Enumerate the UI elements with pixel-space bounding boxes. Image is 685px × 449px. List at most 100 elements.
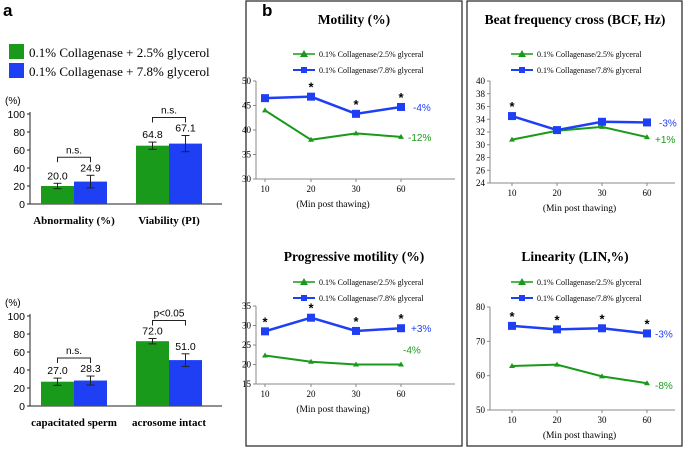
a_top-sig-bracket	[57, 156, 91, 163]
legend-swatch-blue	[9, 63, 24, 78]
motility-legend-label-0: 0.1% Collagenase/2.5% glyceral	[319, 50, 424, 59]
lin-ytick-label: 80	[476, 302, 486, 312]
progressive-title: Progressive motility (%)	[284, 249, 424, 264]
progressive-point-0	[262, 352, 268, 358]
bcf-point-1	[598, 117, 606, 126]
lin-ytick-label: 50	[476, 405, 486, 415]
a_top-value-label: 64.8	[142, 129, 163, 141]
lin-xtick-label: 60	[643, 415, 653, 425]
bcf-xtick-label: 30	[598, 188, 608, 198]
progressive-ytick-label: 30	[242, 321, 252, 331]
a_top-bar-1-1	[169, 143, 202, 204]
a_bottom-value-label: 28.3	[80, 363, 101, 375]
a_bottom-value-label: 72.0	[142, 326, 163, 338]
bcf-point-1	[553, 126, 561, 135]
lin-point-0	[599, 373, 605, 379]
lin-series-line-0	[511, 363, 648, 385]
progressive-x-axis-label: (Min post thawing)	[296, 404, 369, 415]
progressive-legend-marker-1	[301, 295, 307, 301]
progressive-point-0	[308, 358, 314, 364]
bcf-point-1	[508, 112, 516, 121]
progressive-point-1	[261, 327, 269, 336]
motility-point-0	[398, 133, 404, 139]
progressive-sig-star: *	[353, 314, 359, 329]
a_top-bar-1-0	[136, 145, 169, 204]
bcf-legend-marker-0	[518, 50, 526, 57]
progressive-legend-marker-0	[300, 278, 308, 285]
bcf-ytick-label: 36	[476, 102, 486, 112]
motility-point-0	[353, 130, 359, 136]
legend-swatch-green	[9, 44, 24, 59]
a_top-ytick-label: 60	[13, 145, 25, 157]
motility-xtick-label: 60	[397, 184, 407, 194]
lin-ytick-label: 70	[476, 336, 486, 346]
progressive-ytick-label: 15	[242, 379, 252, 389]
lin-ytick-label: 60	[476, 371, 486, 381]
progressive-point-1	[352, 326, 360, 335]
motility-sig-star: *	[308, 80, 314, 95]
a_bottom-value-label: 51.0	[175, 341, 196, 353]
bcf-series-line-1	[511, 114, 648, 132]
motility-end-label-1: -4%	[413, 103, 431, 114]
bcf-ytick-label: 24	[476, 178, 486, 188]
motility-point-1	[352, 109, 360, 118]
lin-title: Linearity (LIN,%)	[521, 249, 628, 264]
motility-title: Motility (%)	[318, 12, 390, 27]
a_top-bar-0-1	[74, 181, 107, 204]
a_top-ytick-label: 80	[13, 127, 25, 139]
progressive-legend-label-0: 0.1% Collagenase/2.5% glyceral	[319, 278, 424, 287]
motility-sig-star: *	[353, 97, 359, 112]
motility-ytick-label: 40	[242, 125, 252, 135]
progressive-xtick-label: 30	[352, 389, 362, 399]
lin-x-axis-label: (Min post thawing)	[543, 430, 616, 441]
motility-xtick-label: 30	[352, 184, 362, 194]
motility-point-0	[308, 136, 314, 142]
a_bottom-sig-label: n.s.	[66, 346, 82, 357]
lin-legend-marker-0	[518, 278, 526, 285]
legend-label-green: 0.1% Collagenase + 2.5% glycerol	[29, 45, 210, 60]
a_bottom-bar-1-1	[169, 360, 202, 406]
bcf-title: Beat frequency cross (BCF, Hz)	[485, 12, 666, 27]
progressive-point-1	[307, 313, 315, 322]
progressive-ytick-label: 35	[242, 301, 252, 311]
lin-xtick-label: 30	[598, 415, 608, 425]
motility-ytick-label: 50	[242, 76, 252, 86]
motility-point-1	[307, 92, 315, 101]
bcf-point-1	[643, 118, 651, 127]
bcf-ytick-label: 38	[476, 89, 486, 99]
lin-point-1	[553, 325, 561, 334]
progressive-sig-star: *	[262, 314, 268, 329]
a_top-value-label: 67.1	[175, 123, 196, 135]
lin-point-0	[644, 380, 650, 386]
a_top-category-label: Abnormality (%)	[33, 215, 115, 227]
panel-b-left-frame	[245, 0, 463, 447]
lin-xtick-label: 20	[553, 415, 563, 425]
motility-x-axis-label: (Min post thawing)	[296, 199, 369, 210]
a_bottom-y-unit: (%)	[5, 298, 21, 309]
motility-ytick-label: 45	[242, 101, 252, 111]
bcf-ytick-label: 30	[476, 140, 486, 150]
bcf-series-line-0	[511, 125, 648, 141]
progressive-ytick-label: 20	[242, 360, 252, 370]
progressive-point-1	[397, 324, 405, 333]
progressive-xtick-label: 10	[261, 389, 271, 399]
motility-point-1	[397, 102, 405, 111]
lin-end-label-1: -3%	[655, 329, 673, 340]
progressive-legend-label-1: 0.1% Collagenase/7.8% glyceral	[319, 294, 424, 303]
bcf-end-label-0: +1%	[655, 135, 675, 146]
bcf-x-axis-label: (Min post thawing)	[543, 203, 616, 214]
a_top-bar-0-0	[41, 186, 74, 204]
motility-xtick-label: 20	[307, 184, 317, 194]
panel-b-right-frame	[466, 0, 683, 447]
motility-xtick-label: 10	[261, 184, 271, 194]
a_top-ytick-label: 40	[13, 163, 25, 175]
lin-point-1	[643, 329, 651, 338]
a_bottom-sig-bracket	[57, 357, 91, 364]
progressive-series-line-1	[264, 316, 402, 333]
a_top-category-label: Viability (PI)	[138, 215, 200, 227]
panel-b-label: b	[262, 1, 272, 20]
motility-series-line-0	[264, 109, 402, 141]
bcf-ytick-label: 26	[476, 165, 486, 175]
lin-point-0	[509, 363, 515, 369]
